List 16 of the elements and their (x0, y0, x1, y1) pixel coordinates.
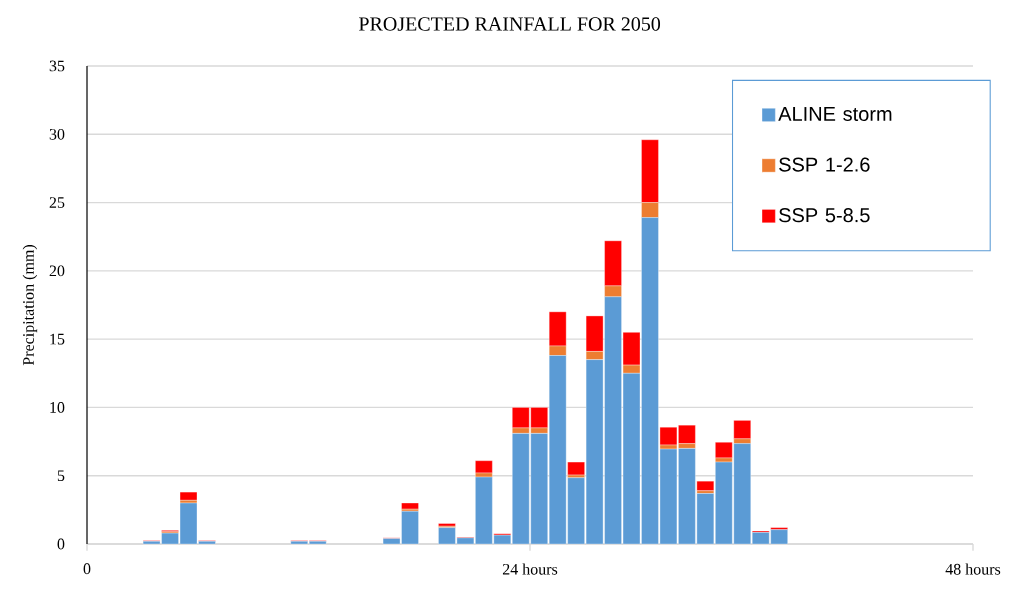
y-tick-label: 25 (49, 197, 65, 208)
y-tick-label: 10 (50, 402, 65, 413)
x-tick-label: 0 (83, 563, 91, 575)
legend-label: SSP 5-8.5 (779, 208, 870, 223)
y-tick-label: 5 (57, 470, 65, 482)
y-axis-title: Precipitation (mm) (22, 245, 38, 366)
x-tick-label: 48 hours (945, 563, 1001, 575)
y-tick-label: 20 (49, 265, 65, 277)
legend-label: SSP 1-2.6 (779, 157, 870, 172)
y-tick-label: 30 (49, 128, 65, 140)
y-tick-label: 35 (49, 60, 65, 72)
x-tick-label: 24 hours (502, 563, 558, 575)
legend-label: ALINE storm (778, 107, 892, 122)
y-tick-label: 15 (50, 333, 65, 345)
chart-title: PROJECTED RAINFALL FOR 2050 (359, 17, 661, 31)
y-tick-label: 0 (57, 538, 65, 550)
